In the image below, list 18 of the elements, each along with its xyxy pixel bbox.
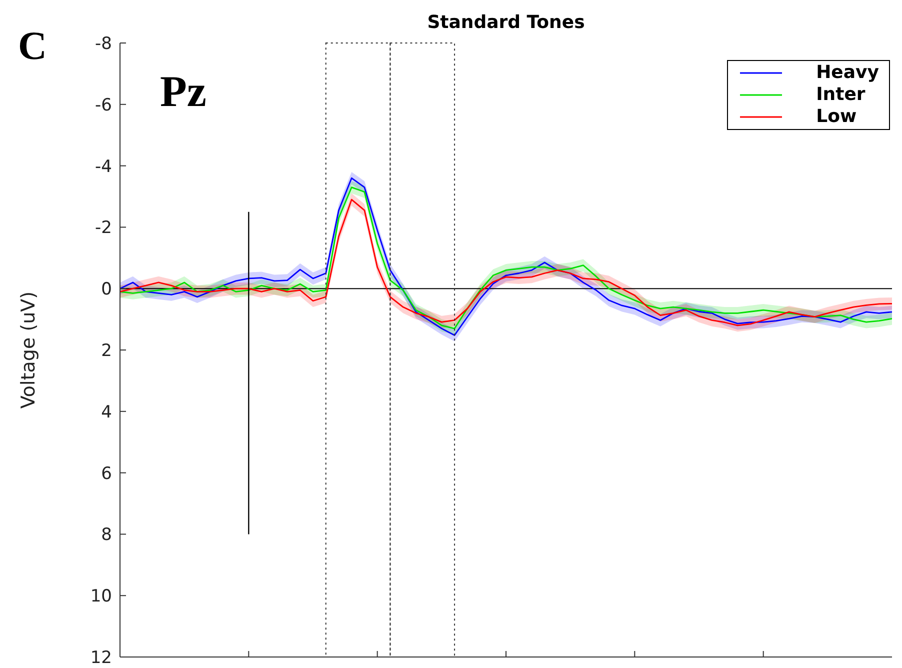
y-tick-label: -6 [95, 95, 112, 116]
y-tick-label: 12 [90, 648, 112, 668]
y-tick-label: -8 [95, 34, 112, 54]
y-tick-label: 6 [101, 464, 112, 484]
y-tick-label: 2 [101, 341, 112, 362]
y-tick-label: -4 [95, 156, 112, 177]
y-tick-label: -2 [95, 218, 112, 238]
text: C [18, 22, 47, 69]
y-tick-label: 0 [101, 280, 112, 300]
legend-label: Low [816, 106, 857, 128]
y-axis-title: Voltage (uV) [18, 291, 40, 409]
legend-label: Inter [816, 84, 866, 106]
annotation: Pz [160, 66, 206, 117]
y-tick-label: 8 [101, 525, 112, 546]
legend-label: Heavy [816, 62, 879, 84]
chart-title: Standard Tones [426, 12, 586, 33]
y-tick-label: 10 [90, 586, 112, 607]
y-tick-label: 4 [101, 402, 112, 422]
